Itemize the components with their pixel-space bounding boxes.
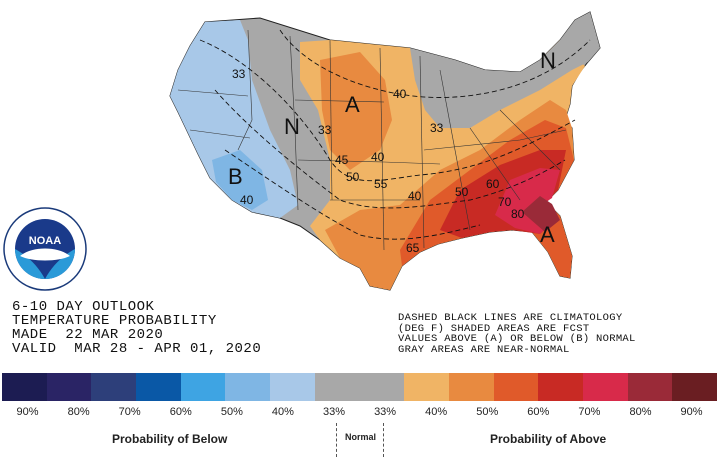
noaa-text: NOAA	[29, 235, 61, 247]
legend-swatch	[46, 373, 92, 401]
normal-separator-left	[336, 423, 337, 457]
legend-swatch	[314, 373, 360, 401]
normal-caption: Normal	[345, 432, 377, 442]
region-letter: N	[284, 114, 300, 139]
region-letter: A	[540, 222, 555, 247]
title-line: TEMPERATURE PROBABILITY	[12, 313, 217, 329]
above-caption: Probability of Above	[490, 432, 607, 446]
above-50	[320, 52, 392, 170]
region-letter: B	[228, 164, 243, 189]
below-caption: Probability of Below	[112, 432, 228, 446]
title-line: 6-10 DAY OUTLOOK	[12, 299, 155, 315]
note-line: (DEG F) SHADED AREAS ARE FCST	[398, 322, 590, 335]
legend-tick: 33%	[374, 406, 397, 418]
note-line: VALUES ABOVE (A) OR BELOW (B) NORMAL	[398, 333, 636, 345]
clim-label: 50	[455, 185, 469, 199]
legend-tick: 33%	[322, 406, 346, 418]
legend-note: DASHED BLACK LINES ARE CLIMATOLOGY (DEG F…	[398, 313, 636, 355]
legend-tick: 90%	[680, 406, 703, 418]
legend-tick: 50%	[220, 406, 243, 418]
clim-label: 40	[240, 193, 254, 207]
us-outlook-map: A N B N A 33 40 33 33 45 50 40 55 40 50 …	[169, 11, 601, 291]
climatology-lines	[199, 29, 591, 240]
title-line: VALID MAR 28 - APR 01, 2020	[12, 341, 262, 357]
legend-tick: 80%	[67, 406, 90, 418]
legend-tick: 40%	[271, 406, 294, 418]
below-40-area	[212, 150, 268, 210]
below-area	[170, 20, 298, 218]
noaa-logo: NOAA	[3, 207, 87, 291]
legend-swatch	[136, 373, 181, 401]
note-line: DASHED BLACK LINES ARE CLIMATOLOGY	[398, 312, 623, 324]
legend-swatch	[270, 373, 315, 401]
legend-swatch	[225, 373, 271, 401]
clim-label: 45	[335, 153, 349, 167]
legend-tick: 80%	[629, 406, 652, 418]
legend-tick: 50%	[476, 406, 499, 418]
legend-tick: 40%	[425, 406, 448, 418]
clim-label: 40	[393, 87, 407, 101]
legend-swatch	[493, 373, 539, 401]
normal-separator-right	[383, 423, 384, 457]
legend-swatch	[448, 373, 494, 401]
clim-label: 70	[498, 195, 512, 209]
clim-label: 60	[486, 177, 500, 191]
legend-color-bar	[2, 373, 717, 401]
normal-lakes	[410, 12, 600, 128]
clim-label: 33	[430, 121, 444, 135]
legend-swatch	[627, 373, 673, 401]
legend-swatch	[359, 373, 405, 401]
legend-tick: 60%	[169, 406, 192, 418]
clim-label: 80	[511, 207, 525, 221]
clim-label: 65	[406, 241, 420, 255]
clim-label: 40	[371, 150, 385, 164]
legend-tick: 70%	[578, 406, 601, 418]
clim-label: 50	[346, 170, 360, 184]
legend-swatch	[2, 373, 47, 401]
legend-tick: 70%	[118, 406, 141, 418]
legend-swatch	[404, 373, 449, 401]
legend-swatch	[582, 373, 628, 401]
outlook-title: 6-10 DAY OUTLOOK TEMPERATURE PROBABILITY M…	[12, 300, 261, 356]
legend-ticks: 90% 80% 70% 60% 50% 40% 33% 33% 40% 50% …	[2, 406, 717, 420]
above-90	[522, 196, 560, 232]
legend-swatch	[538, 373, 583, 401]
clim-label: 33	[318, 123, 332, 137]
legend-tick: 90%	[16, 406, 39, 418]
clim-label: 33	[232, 67, 246, 81]
legend-swatch	[672, 373, 717, 401]
legend-swatch	[180, 373, 226, 401]
state-lines	[177, 29, 567, 251]
title-line: MADE 22 MAR 2020	[12, 327, 164, 343]
clim-label: 40	[408, 189, 422, 203]
region-letter: A	[345, 92, 360, 117]
legend-tick: 60%	[527, 406, 550, 418]
clim-label: 55	[374, 177, 388, 191]
region-letter: N	[540, 48, 556, 73]
note-line: GRAY AREAS ARE NEAR-NORMAL	[398, 343, 570, 356]
legend-swatch	[91, 373, 137, 401]
